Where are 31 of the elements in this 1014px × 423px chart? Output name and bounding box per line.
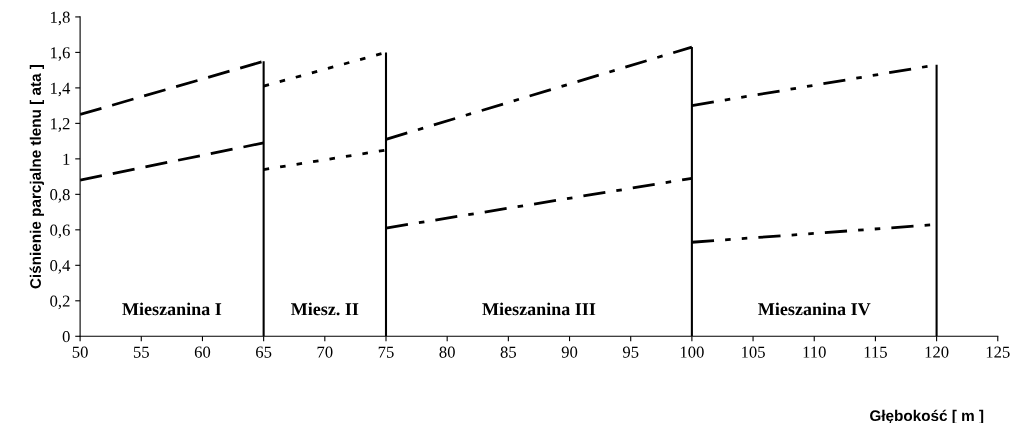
x-tick-label: 90	[561, 346, 578, 358]
x-tick-label: 100	[680, 346, 704, 358]
y-tick-label: 1,4	[51, 82, 71, 97]
y-tick-label: 0,8	[50, 189, 70, 203]
annotation: Mieszanina III	[482, 302, 596, 316]
x-tick-label: 80	[439, 346, 455, 358]
x-tick-label: 110	[803, 346, 826, 358]
x-tick-label: 115	[864, 346, 887, 358]
x-tick-label: 120	[925, 346, 949, 358]
y-tick-label: 0,6	[50, 224, 70, 239]
x-tick-label: 55	[133, 346, 149, 358]
x-tick-label: 70	[317, 346, 333, 358]
y-tick-label: 0	[62, 330, 70, 343]
x-tick-label: 75	[378, 346, 394, 358]
x-tick-label: 50	[72, 346, 88, 358]
x-tick-label: 125	[986, 346, 1010, 358]
x-tick-label: 105	[742, 346, 765, 358]
y-tick-label: 0,2	[50, 295, 70, 310]
annotation: Mieszanina I	[122, 302, 222, 316]
x-tick-label: 60	[194, 346, 211, 358]
y-tick-label: 1,6	[51, 47, 70, 61]
y-axis-title: Ciśnienie parcjalne tlenu [ ata ]	[29, 64, 44, 289]
y-tick-label: 1,2	[51, 118, 70, 132]
x-tick-label: 65	[256, 346, 272, 358]
annotation: Miesz. II	[291, 302, 359, 316]
y-tick-label: 1,8	[51, 11, 70, 26]
y-tick-label: 0,4	[50, 260, 71, 274]
annotation: Mieszanina IV	[758, 302, 871, 316]
x-tick-label: 85	[500, 346, 517, 358]
y-tick-label: 1	[63, 153, 70, 165]
x-tick-label: 95	[622, 346, 639, 358]
